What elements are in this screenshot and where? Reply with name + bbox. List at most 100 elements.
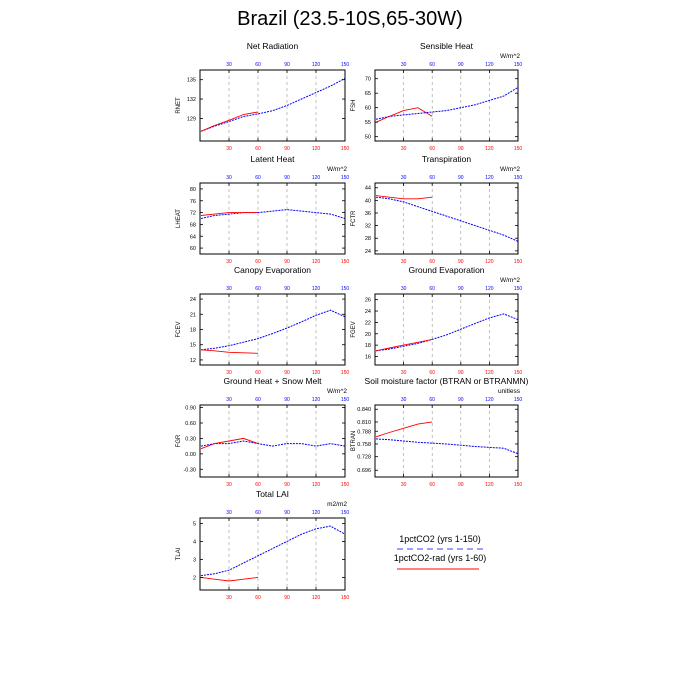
panel-6-xtick-label-bottom: 150 — [514, 370, 523, 376]
panel-4-ytick-label: 36 — [365, 211, 371, 217]
panel-2-frame — [374, 69, 519, 142]
panel-1-xtick-label-top: 60 — [255, 62, 261, 68]
panel-3-ytick-label: 72 — [190, 211, 196, 217]
panel-7-xtick-label-top: 60 — [255, 397, 261, 403]
panel-4-xtick-label-top: 150 — [514, 175, 523, 181]
panel-9-xtick-label-bottom: 90 — [284, 595, 290, 601]
panel-3-xtick-label-bottom: 90 — [284, 259, 290, 265]
panel-2-xtick-label-top: 90 — [458, 62, 464, 68]
panel-8-xtick-label-bottom: 120 — [485, 482, 494, 488]
panel-2-series-1pctco2-line — [375, 86, 519, 120]
panel-1-xtick-label-bottom: 30 — [226, 146, 232, 152]
panel-9-series-1pctco2-line — [200, 525, 346, 577]
panel-9-xtick-label-bottom: 30 — [226, 595, 232, 601]
panel-4-ytick-label: 28 — [365, 236, 371, 242]
panel-5-ytick-label: 12 — [190, 358, 196, 364]
panel-9-xtick-label-top: 150 — [341, 510, 350, 516]
legend-label-1pctco2-rad: 1pctCO2-rad (yrs 1-60) — [394, 553, 487, 563]
panel-1-xtick-label-top: 120 — [312, 62, 321, 68]
panel-9-ytick-label: 4 — [193, 539, 196, 545]
panel-7-ytick-label: 0.30 — [185, 436, 196, 442]
figure-title: Brazil (23.5-10S,65-30W) — [237, 8, 463, 30]
panel-8-series-1pctco2-rad-line — [375, 421, 433, 438]
panel-8-ytick-label: 0.840 — [357, 407, 371, 413]
panel-1-xtick-label-bottom: 60 — [255, 146, 261, 152]
panel-2-xtick-label-top: 30 — [401, 62, 407, 68]
panel-3-ytick-label: 76 — [190, 199, 196, 205]
panel-8-ytick-label: 0.728 — [357, 455, 371, 461]
panel-7-ylabel: FGR — [176, 434, 182, 447]
panel-4-xtick-label-top: 30 — [401, 175, 407, 181]
panel-8-xtick-label-top: 150 — [514, 397, 523, 403]
panel-5-xtick-label-bottom: 90 — [284, 370, 290, 376]
panel-6-ytick-label: 22 — [365, 320, 371, 326]
panel-4-series-1pctco2-line — [375, 196, 519, 242]
panel-8-ytick-label: 0.758 — [357, 442, 371, 448]
panel-5-title: Canopy Evaporation — [234, 265, 311, 275]
panel-6-xtick-label-top: 150 — [514, 286, 523, 292]
panel-5-series-1pctco2-rad-line — [200, 349, 259, 354]
panel-7-ytick-label: 0.00 — [185, 452, 196, 458]
panel-2-ytick-label: 70 — [365, 77, 371, 83]
panel-7-ytick-label: 0.90 — [185, 406, 196, 412]
panel-1-xtick-label-top: 30 — [226, 62, 232, 68]
panel-7-xtick-label-bottom: 30 — [226, 482, 232, 488]
panel-2-xtick-label-bottom: 150 — [514, 146, 523, 152]
panel-1-title: Net Radiation — [247, 41, 299, 51]
panel-1-ytick-label: 135 — [187, 78, 196, 84]
panel-1-frame — [199, 69, 346, 142]
panel-5-xtick-label-bottom: 30 — [226, 370, 232, 376]
panel-1-xtick-label-bottom: 90 — [284, 146, 290, 152]
panel-4-xtick-label-bottom: 30 — [401, 259, 407, 265]
panel-1-xtick-label-bottom: 150 — [341, 146, 350, 152]
panel-5-series-1pctco2-line — [200, 309, 346, 351]
panel-2-ytick-label: 65 — [365, 91, 371, 97]
panel-4-ytick-label: 32 — [365, 224, 371, 230]
panel-6-unit: W/m^2 — [500, 277, 520, 284]
legend-label-1pctco2: 1pctCO2 (yrs 1-150) — [399, 534, 481, 544]
panel-9-xtick-label-top: 30 — [226, 510, 232, 516]
panel-2-unit: W/m^2 — [500, 53, 520, 60]
panel-3-xtick-label-bottom: 60 — [255, 259, 261, 265]
panel-7-series-1pctco2-line — [200, 440, 346, 447]
panel-4-ytick-label: 40 — [365, 198, 371, 204]
panel-3-ytick-label: 60 — [190, 246, 196, 252]
panel-2-series-1pctco2-rad-line — [375, 107, 433, 123]
panel-5-xtick-label-top: 90 — [284, 286, 290, 292]
panel-8-xtick-label-top: 120 — [485, 397, 494, 403]
panel-4-xtick-label-bottom: 150 — [514, 259, 523, 265]
panel-6-title: Ground Evaporation — [408, 265, 484, 275]
panel-5-ytick-label: 21 — [190, 312, 196, 318]
panel-4-unit: W/m^2 — [500, 166, 520, 173]
panel-9-ylabel: TLAI — [176, 547, 182, 560]
panel-8-title: Soil moisture factor (BTRAN or BTRANMN) — [365, 376, 529, 386]
panel-5-xtick-label-bottom: 120 — [312, 370, 321, 376]
panel-6-xtick-label-bottom: 30 — [401, 370, 407, 376]
panel-2-ytick-label: 55 — [365, 120, 371, 126]
panel-6-xtick-label-bottom: 120 — [485, 370, 494, 376]
panel-3-ytick-label: 68 — [190, 222, 196, 228]
panel-8-xtick-label-top: 90 — [458, 397, 464, 403]
panel-8-series-1pctco2-line — [375, 438, 519, 455]
panel-5-xtick-label-top: 120 — [312, 286, 321, 292]
panel-9-ytick-label: 2 — [193, 575, 196, 581]
panel-2-xtick-label-bottom: 60 — [429, 146, 435, 152]
panel-4-ytick-label: 24 — [365, 249, 371, 255]
panel-6-ytick-label: 26 — [365, 298, 371, 304]
panel-3-frame — [199, 182, 346, 255]
panel-4-xtick-label-top: 90 — [458, 175, 464, 181]
panel-8-xtick-label-bottom: 90 — [458, 482, 464, 488]
panel-2-xtick-label-top: 150 — [514, 62, 523, 68]
panel-3-unit: W/m^2 — [327, 166, 347, 173]
panel-6-xtick-label-bottom: 90 — [458, 370, 464, 376]
panel-6-xtick-label-top: 60 — [429, 286, 435, 292]
panel-7-title: Ground Heat + Snow Melt — [223, 376, 322, 386]
panel-5-xtick-label-top: 150 — [341, 286, 350, 292]
panel-5-ytick-label: 15 — [190, 343, 196, 349]
panel-6-frame — [374, 293, 519, 366]
panel-3-xtick-label-top: 30 — [226, 175, 232, 181]
panel-3-xtick-label-top: 60 — [255, 175, 261, 181]
panel-2-title: Sensible Heat — [420, 41, 474, 51]
panel-7-frame — [199, 404, 346, 478]
